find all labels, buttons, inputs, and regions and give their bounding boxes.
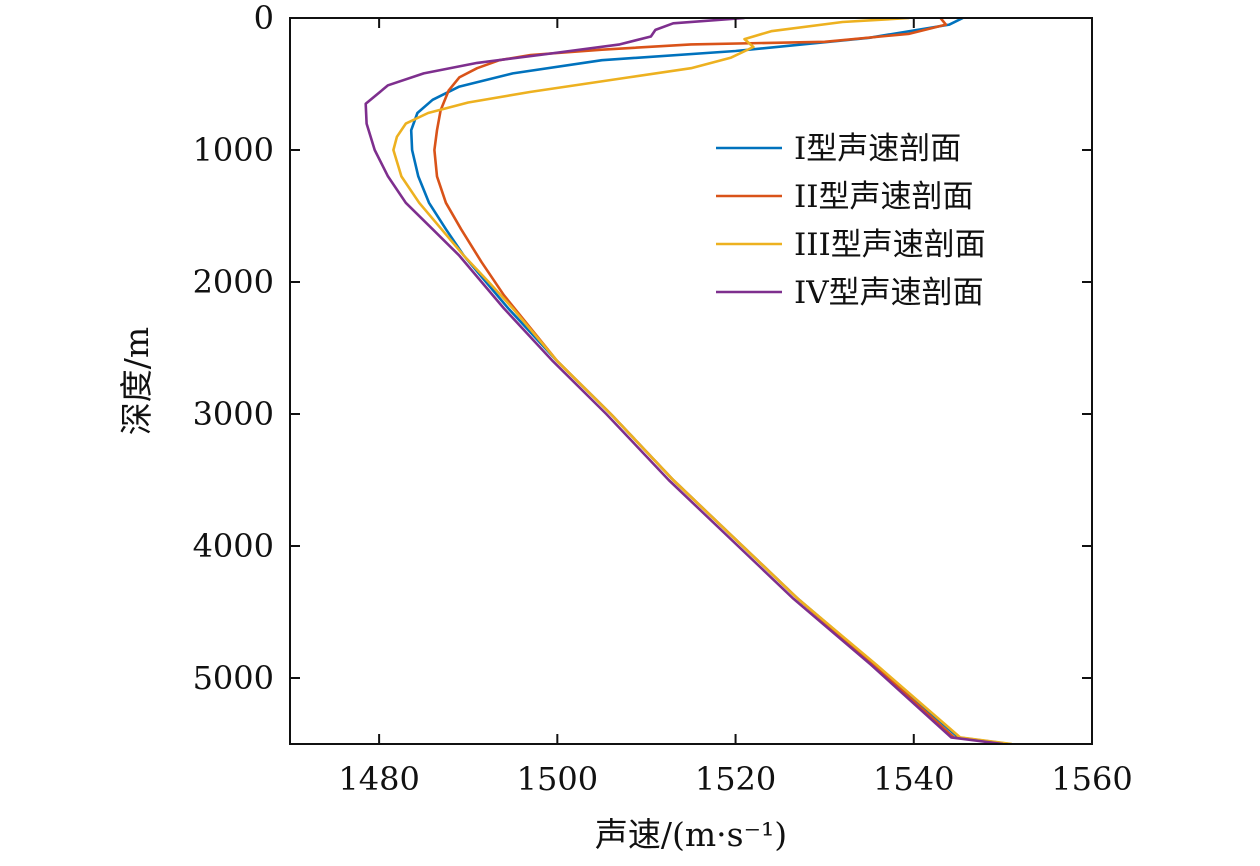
y-axis-title: 深度/m [117, 327, 156, 435]
y-tick-label: 4000 [193, 527, 274, 565]
legend: I型声速剖面 II型声速剖面 III型声速剖面 IV型声速剖面 [716, 131, 986, 311]
legend-label-1: I型声速剖面 [794, 131, 961, 167]
series-line-4 [364, 18, 1004, 744]
legend-label-2: II型声速剖面 [794, 179, 974, 215]
series-line-1 [409, 18, 1011, 744]
ticks-layer: 1480 1500 1520 1540 1560 0 1000 2000 3000 4000 500… [193, 0, 1133, 798]
x-tick-label: 1540 [873, 760, 954, 798]
y-tick-label: 0 [254, 0, 274, 37]
x-tick-label: 1560 [1051, 760, 1132, 798]
y-tick-label: 5000 [193, 659, 274, 697]
y-tick-label: 1000 [193, 131, 274, 169]
y-tick-label: 2000 [193, 263, 274, 301]
legend-label-3: III型声速剖面 [794, 227, 986, 263]
y-tick-label: 3000 [193, 395, 274, 433]
x-tick-label: 1500 [517, 760, 598, 798]
x-axis-title: 声速/(m·s⁻¹) [595, 815, 787, 854]
x-tick-label: 1480 [338, 760, 419, 798]
series-line-2 [433, 18, 1008, 744]
legend-label-4: IV型声速剖面 [794, 275, 984, 311]
x-tick-label: 1520 [695, 760, 776, 798]
series-line-3 [392, 18, 1012, 744]
plot-frame [289, 17, 1093, 745]
series-layer [364, 18, 1012, 744]
